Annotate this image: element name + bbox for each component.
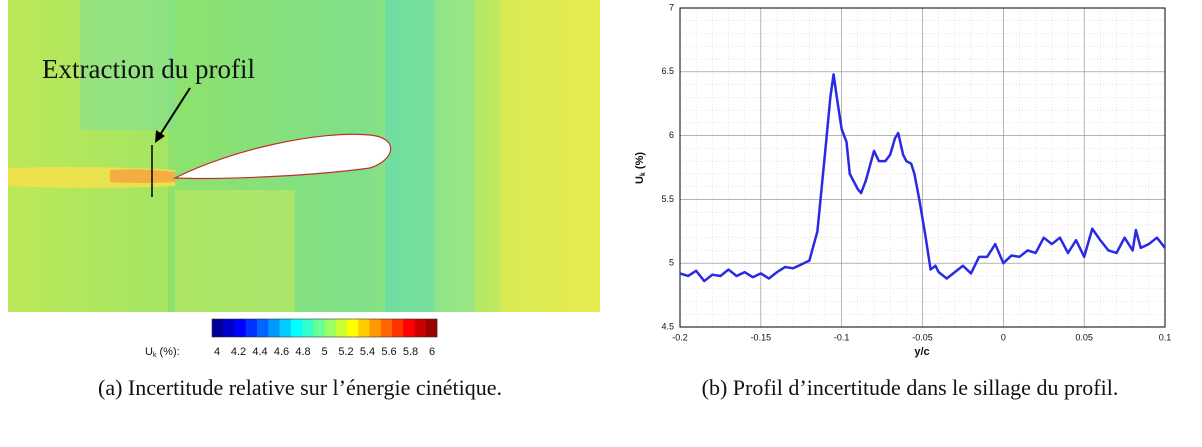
colorbar-swatch: [212, 319, 224, 337]
x-axis-label: y/c: [914, 346, 929, 358]
colorbar-swatch: [414, 319, 427, 337]
line-chart: -0.2 -0.15 -0.1 -0.05 0 0.05 0.1 4.5 5 5.5 6 6.5 7: [661, 2, 1171, 342]
contour-field: [8, 0, 600, 312]
colorbar-tick-label: 5.8: [403, 346, 418, 358]
colorbar: 4 4.2 4.4 4.6 4.8 5 5.2 5.4 5.6 5.8 6: [211, 318, 438, 358]
colorbar-swatch: [425, 319, 438, 337]
y-tick-label: 6.5: [661, 66, 674, 76]
x-tick-label: -0.15: [751, 332, 772, 342]
colorbar-swatch: [313, 319, 325, 337]
data-line: [679, 73, 1166, 283]
colorbar-swatch: [403, 319, 415, 337]
colorbar-tick-label: 5.6: [381, 346, 396, 358]
colorbar-tick-label: 4.8: [295, 346, 310, 358]
colorbar-swatch: [358, 319, 370, 337]
y-tick-label: 4.5: [661, 321, 674, 331]
colorbar-tick-label: 4.6: [274, 346, 289, 358]
caption: (a) Incertitude relative sur l’énergie c…: [98, 375, 502, 400]
plot-frame: [679, 7, 1166, 328]
x-tick-label: 0: [1001, 332, 1006, 342]
y-tick-label: 5: [669, 258, 674, 268]
annotation: Extraction du profil: [42, 54, 255, 84]
colorbar-swatch: [234, 319, 247, 337]
colorbar-swatch: [302, 319, 314, 337]
colorbar-swatch: [268, 319, 280, 337]
colorbar-swatch: [223, 319, 235, 337]
x-tick-label: -0.05: [912, 332, 933, 342]
colorbar-tick-label: 4.2: [231, 346, 246, 358]
colorbar-swatch: [290, 319, 303, 337]
colorbar-tick-label: 5.2: [338, 346, 353, 358]
colorbar-tick-label: 4: [214, 346, 220, 358]
y-tick-label: 7: [669, 2, 674, 12]
colorbar-swatch: [245, 319, 258, 337]
colorbar-swatch: [369, 319, 382, 337]
colorbar-swatch: [380, 319, 393, 337]
colorbar-label: Uk (%):: [145, 346, 180, 359]
colorbar-swatch: [324, 319, 337, 337]
colorbar-swatch: [335, 319, 348, 337]
colorbar-tick-label: 6: [429, 346, 435, 358]
y-tick-label: 5.5: [661, 194, 674, 204]
colorbar-swatch: [257, 319, 269, 337]
caption: (b) Profil d’incertitude dans le sillage…: [701, 375, 1119, 400]
x-tick-label: -0.1: [834, 332, 850, 342]
figure: Extraction du profil 4 4.2 4.4 4.6 4.8 5 5.2 5.…: [8, 0, 1171, 359]
colorbar-tick-label: 5.4: [360, 346, 375, 358]
x-tick-label: -0.2: [672, 332, 688, 342]
colorbar-swatch: [392, 319, 404, 337]
x-tick-label: 0.1: [1159, 332, 1172, 342]
colorbar-swatch: [279, 319, 292, 337]
colorbar-tick-label: 4.4: [252, 346, 267, 358]
y-tick-label: 6: [669, 130, 674, 140]
x-tick-label: 0.05: [1075, 332, 1093, 342]
colorbar-tick-label: 5: [321, 346, 327, 358]
colorbar-frame: [211, 318, 438, 338]
y-axis-label: Uk (%): [634, 152, 647, 184]
colorbar-swatch: [347, 319, 359, 337]
